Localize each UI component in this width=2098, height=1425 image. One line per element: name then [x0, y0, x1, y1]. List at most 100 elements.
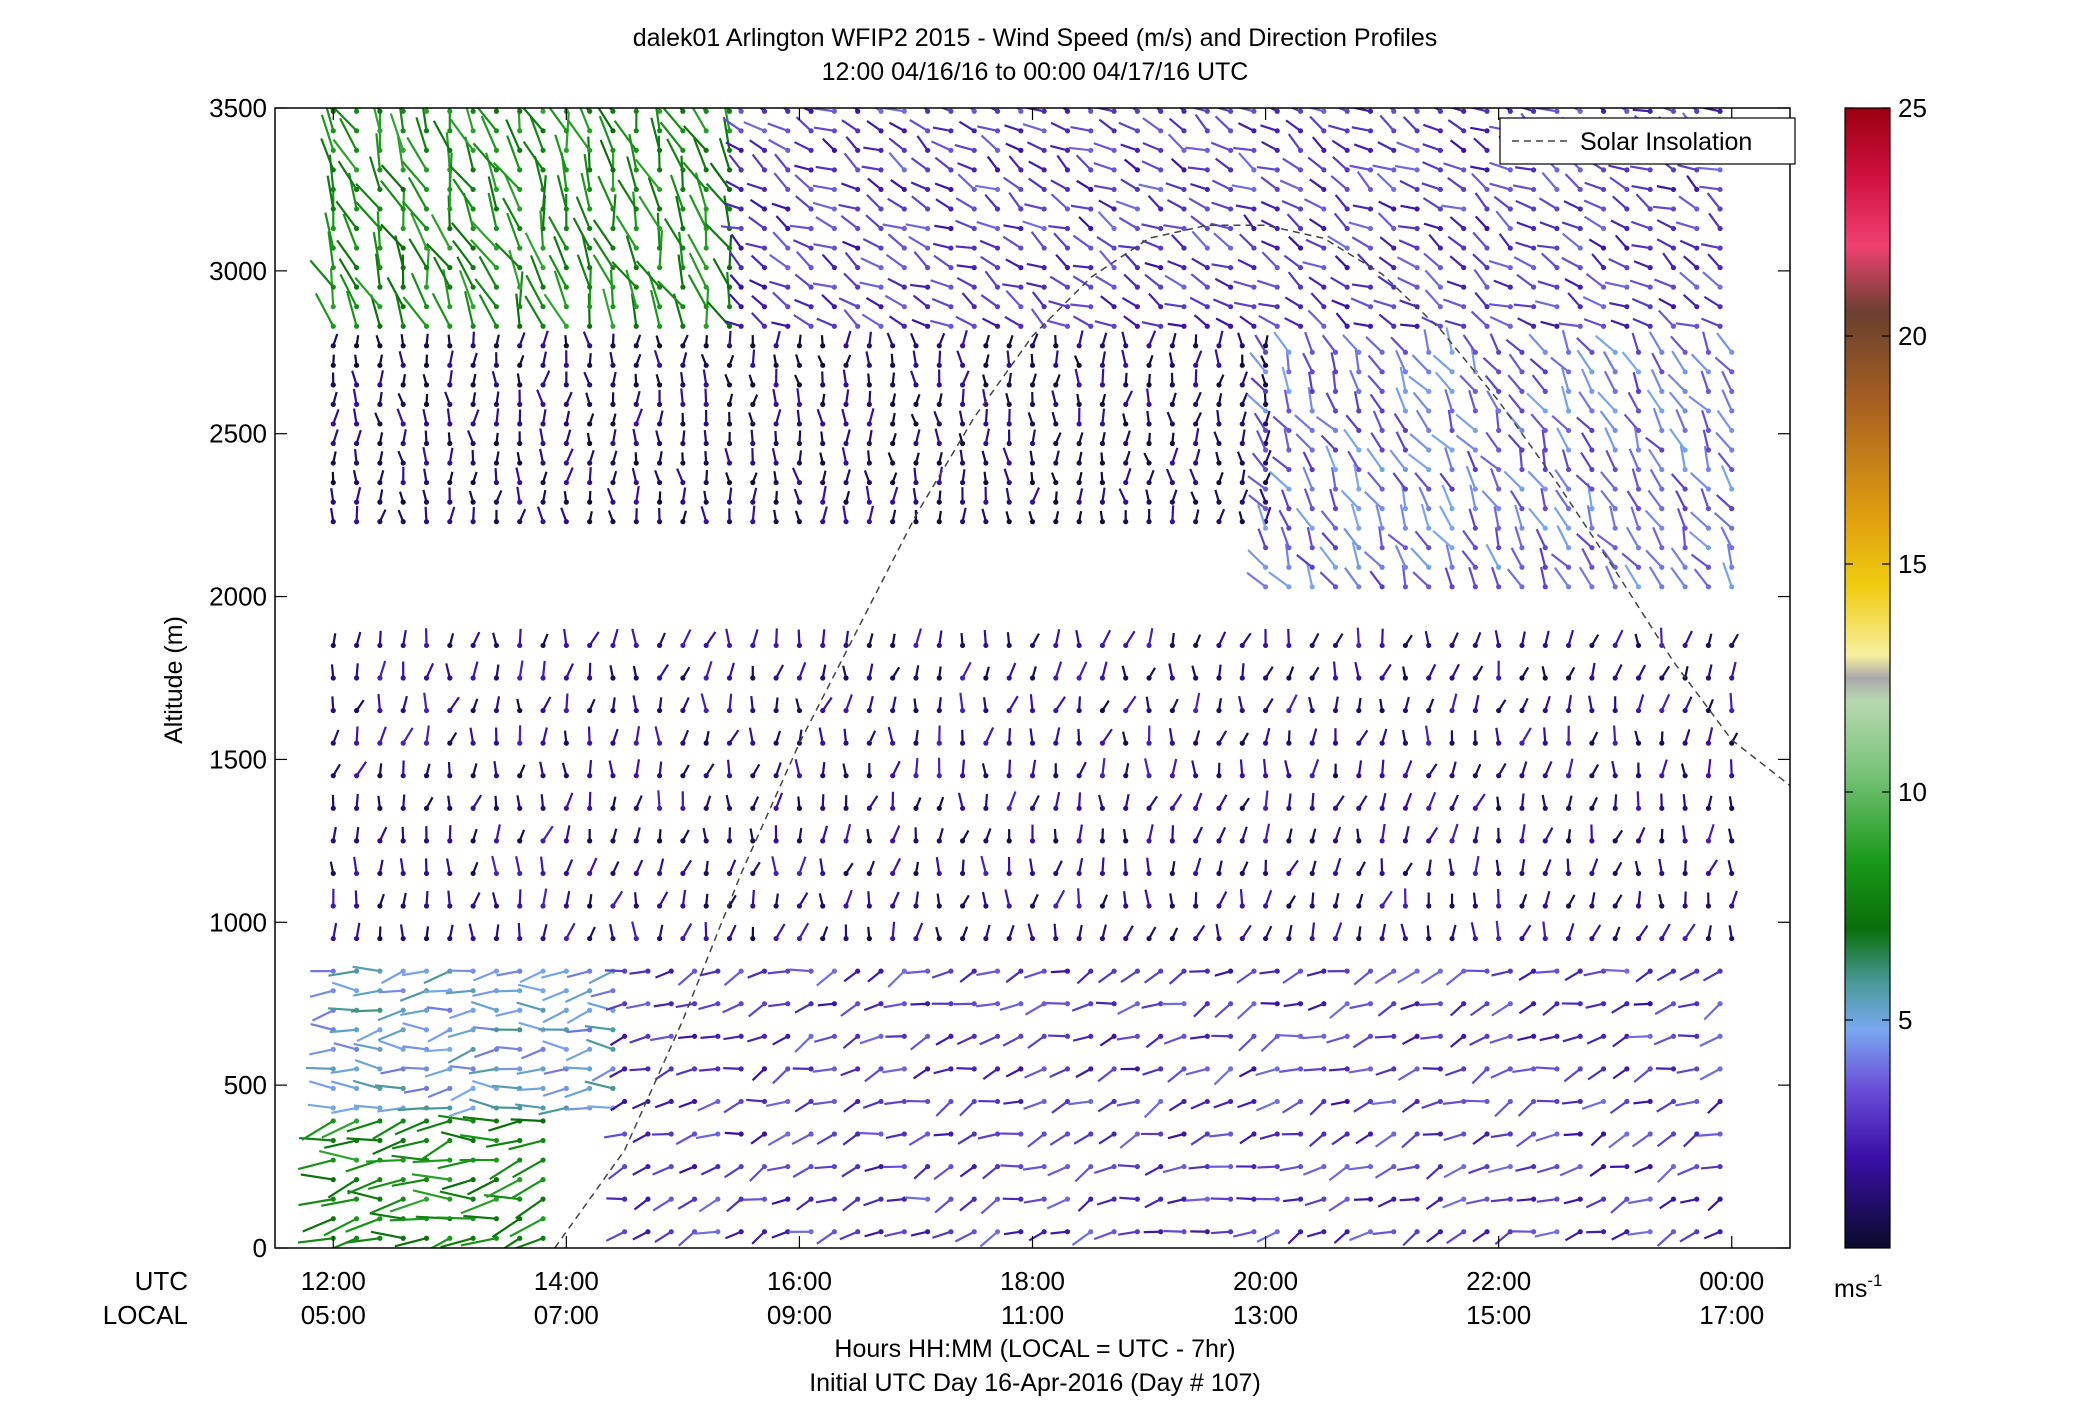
wind-barb-dot: [726, 284, 733, 290]
wind-barb-dot: [1088, 304, 1094, 310]
wind-barb-dot: [1274, 225, 1280, 232]
wind-barb: [775, 792, 784, 809]
wind-barb-dot: [587, 167, 593, 173]
wind-barb: [1414, 530, 1430, 549]
wind-barb: [812, 108, 835, 113]
wind-barb-dot: [330, 903, 336, 909]
wind-barb-dot: [1356, 805, 1362, 811]
wind-barb: [1505, 108, 1512, 113]
wind-barb: [1703, 1002, 1721, 1021]
wind-barb-dot: [1111, 108, 1117, 114]
wind-barb: [391, 1139, 427, 1150]
wind-barb-dot: [959, 499, 966, 505]
wind-barb-dot: [1239, 499, 1245, 505]
wind-barb-dot: [726, 265, 733, 271]
wind-barb-dot: [959, 642, 966, 649]
wind-barb-dot: [1146, 401, 1152, 407]
wind-barb-dot: [1088, 323, 1094, 329]
wind-barb: [1512, 184, 1534, 191]
wind-barb-dot: [563, 245, 569, 251]
wind-barb: [1443, 1132, 1465, 1142]
wind-barb: [1699, 185, 1721, 191]
wind-barb-dot: [633, 642, 639, 649]
wind-barb-dot: [1193, 773, 1199, 779]
wind-barb: [914, 628, 923, 646]
wind-barb-dot: [959, 740, 966, 746]
wind-barb-dot: [948, 128, 954, 134]
wind-barb: [1146, 857, 1151, 874]
wind-barb: [795, 116, 812, 132]
wind-barb-dot: [1251, 968, 1257, 974]
wind-barb-dot: [563, 460, 569, 466]
wind-barb: [816, 1133, 835, 1146]
wind-barb-dot: [1332, 545, 1339, 551]
wind-barb: [1656, 185, 1674, 191]
wind-barb-dot: [1018, 147, 1024, 153]
wind-barb-dot: [400, 675, 406, 681]
wind-barb-dot: [796, 421, 803, 427]
wind-barb-dot: [1216, 519, 1222, 525]
wind-barb-dot: [1158, 147, 1164, 153]
wind-barb-dot: [587, 284, 593, 290]
wind-barb-dot: [843, 440, 849, 447]
wind-barb-dot: [1309, 805, 1315, 811]
wind-barb: [378, 660, 387, 679]
wind-barb: [1365, 336, 1383, 354]
wind-barb-dot: [971, 265, 977, 271]
wind-barb-dot: [913, 707, 919, 714]
wind-barb-dot: [855, 284, 861, 290]
wind-barb-dot: [1041, 225, 1047, 232]
wind-barb: [1343, 428, 1360, 451]
wind-barb: [471, 108, 475, 112]
wind-barb-dot: [633, 421, 639, 427]
wind-barb: [323, 1217, 358, 1237]
wind-barb-dot: [726, 421, 733, 427]
wind-barb: [1449, 255, 1465, 269]
wind-barb-dot: [1134, 1196, 1140, 1202]
wind-barb-dot: [633, 167, 639, 173]
wind-barb-dot: [645, 1033, 651, 1039]
wind-barb: [332, 108, 358, 132]
wind-barb: [1563, 200, 1581, 210]
wind-barb-dot: [761, 1033, 768, 1039]
wind-barb-dot: [761, 1001, 768, 1007]
wind-barb-dot: [563, 265, 569, 271]
wind-barb-dot: [1391, 1001, 1397, 1007]
wind-barb-dot: [1309, 349, 1315, 355]
wind-barb-dot: [1193, 838, 1199, 844]
wind-barb-dot: [1193, 675, 1199, 681]
wind-barb: [1539, 1035, 1558, 1042]
wind-barb: [522, 140, 544, 171]
wind-barb: [956, 1035, 975, 1046]
wind-barb: [355, 726, 359, 744]
wind-barb: [1393, 413, 1407, 432]
wind-barb-dot: [1437, 186, 1443, 193]
wind-barb: [332, 138, 358, 171]
wind-barb-dot: [517, 707, 523, 714]
wind-barb-dot: [738, 1196, 744, 1202]
wind-barb-dot: [1461, 206, 1467, 212]
wind-barb-dot: [726, 167, 733, 173]
wind-barb-dot: [622, 1098, 628, 1105]
wind-barb-dot: [1531, 1131, 1537, 1137]
wind-barb-dot: [1053, 362, 1059, 368]
wind-barb-dot: [1484, 128, 1490, 134]
wind-barb: [1353, 143, 1371, 152]
wind-barb-dot: [1251, 1001, 1257, 1007]
wind-barb: [1679, 1230, 1698, 1243]
wind-barb-dot: [1099, 870, 1106, 877]
wind-barb: [1583, 199, 1604, 210]
wind-barb-dot: [517, 323, 523, 329]
wind-barb-dot: [959, 773, 966, 779]
wind-barb-dot: [563, 304, 569, 310]
wind-barb-dot: [715, 1098, 721, 1105]
wind-barb-dot: [1682, 642, 1688, 649]
wind-barb-dot: [1193, 362, 1199, 368]
wind-barb-dot: [1577, 225, 1583, 232]
wind-barb-dot: [1309, 584, 1315, 590]
wind-barb: [1347, 450, 1360, 471]
wind-barb-dot: [1193, 343, 1199, 349]
wind-barb: [1444, 446, 1454, 470]
wind-barb-dot: [983, 903, 989, 909]
wind-barb: [977, 125, 998, 132]
